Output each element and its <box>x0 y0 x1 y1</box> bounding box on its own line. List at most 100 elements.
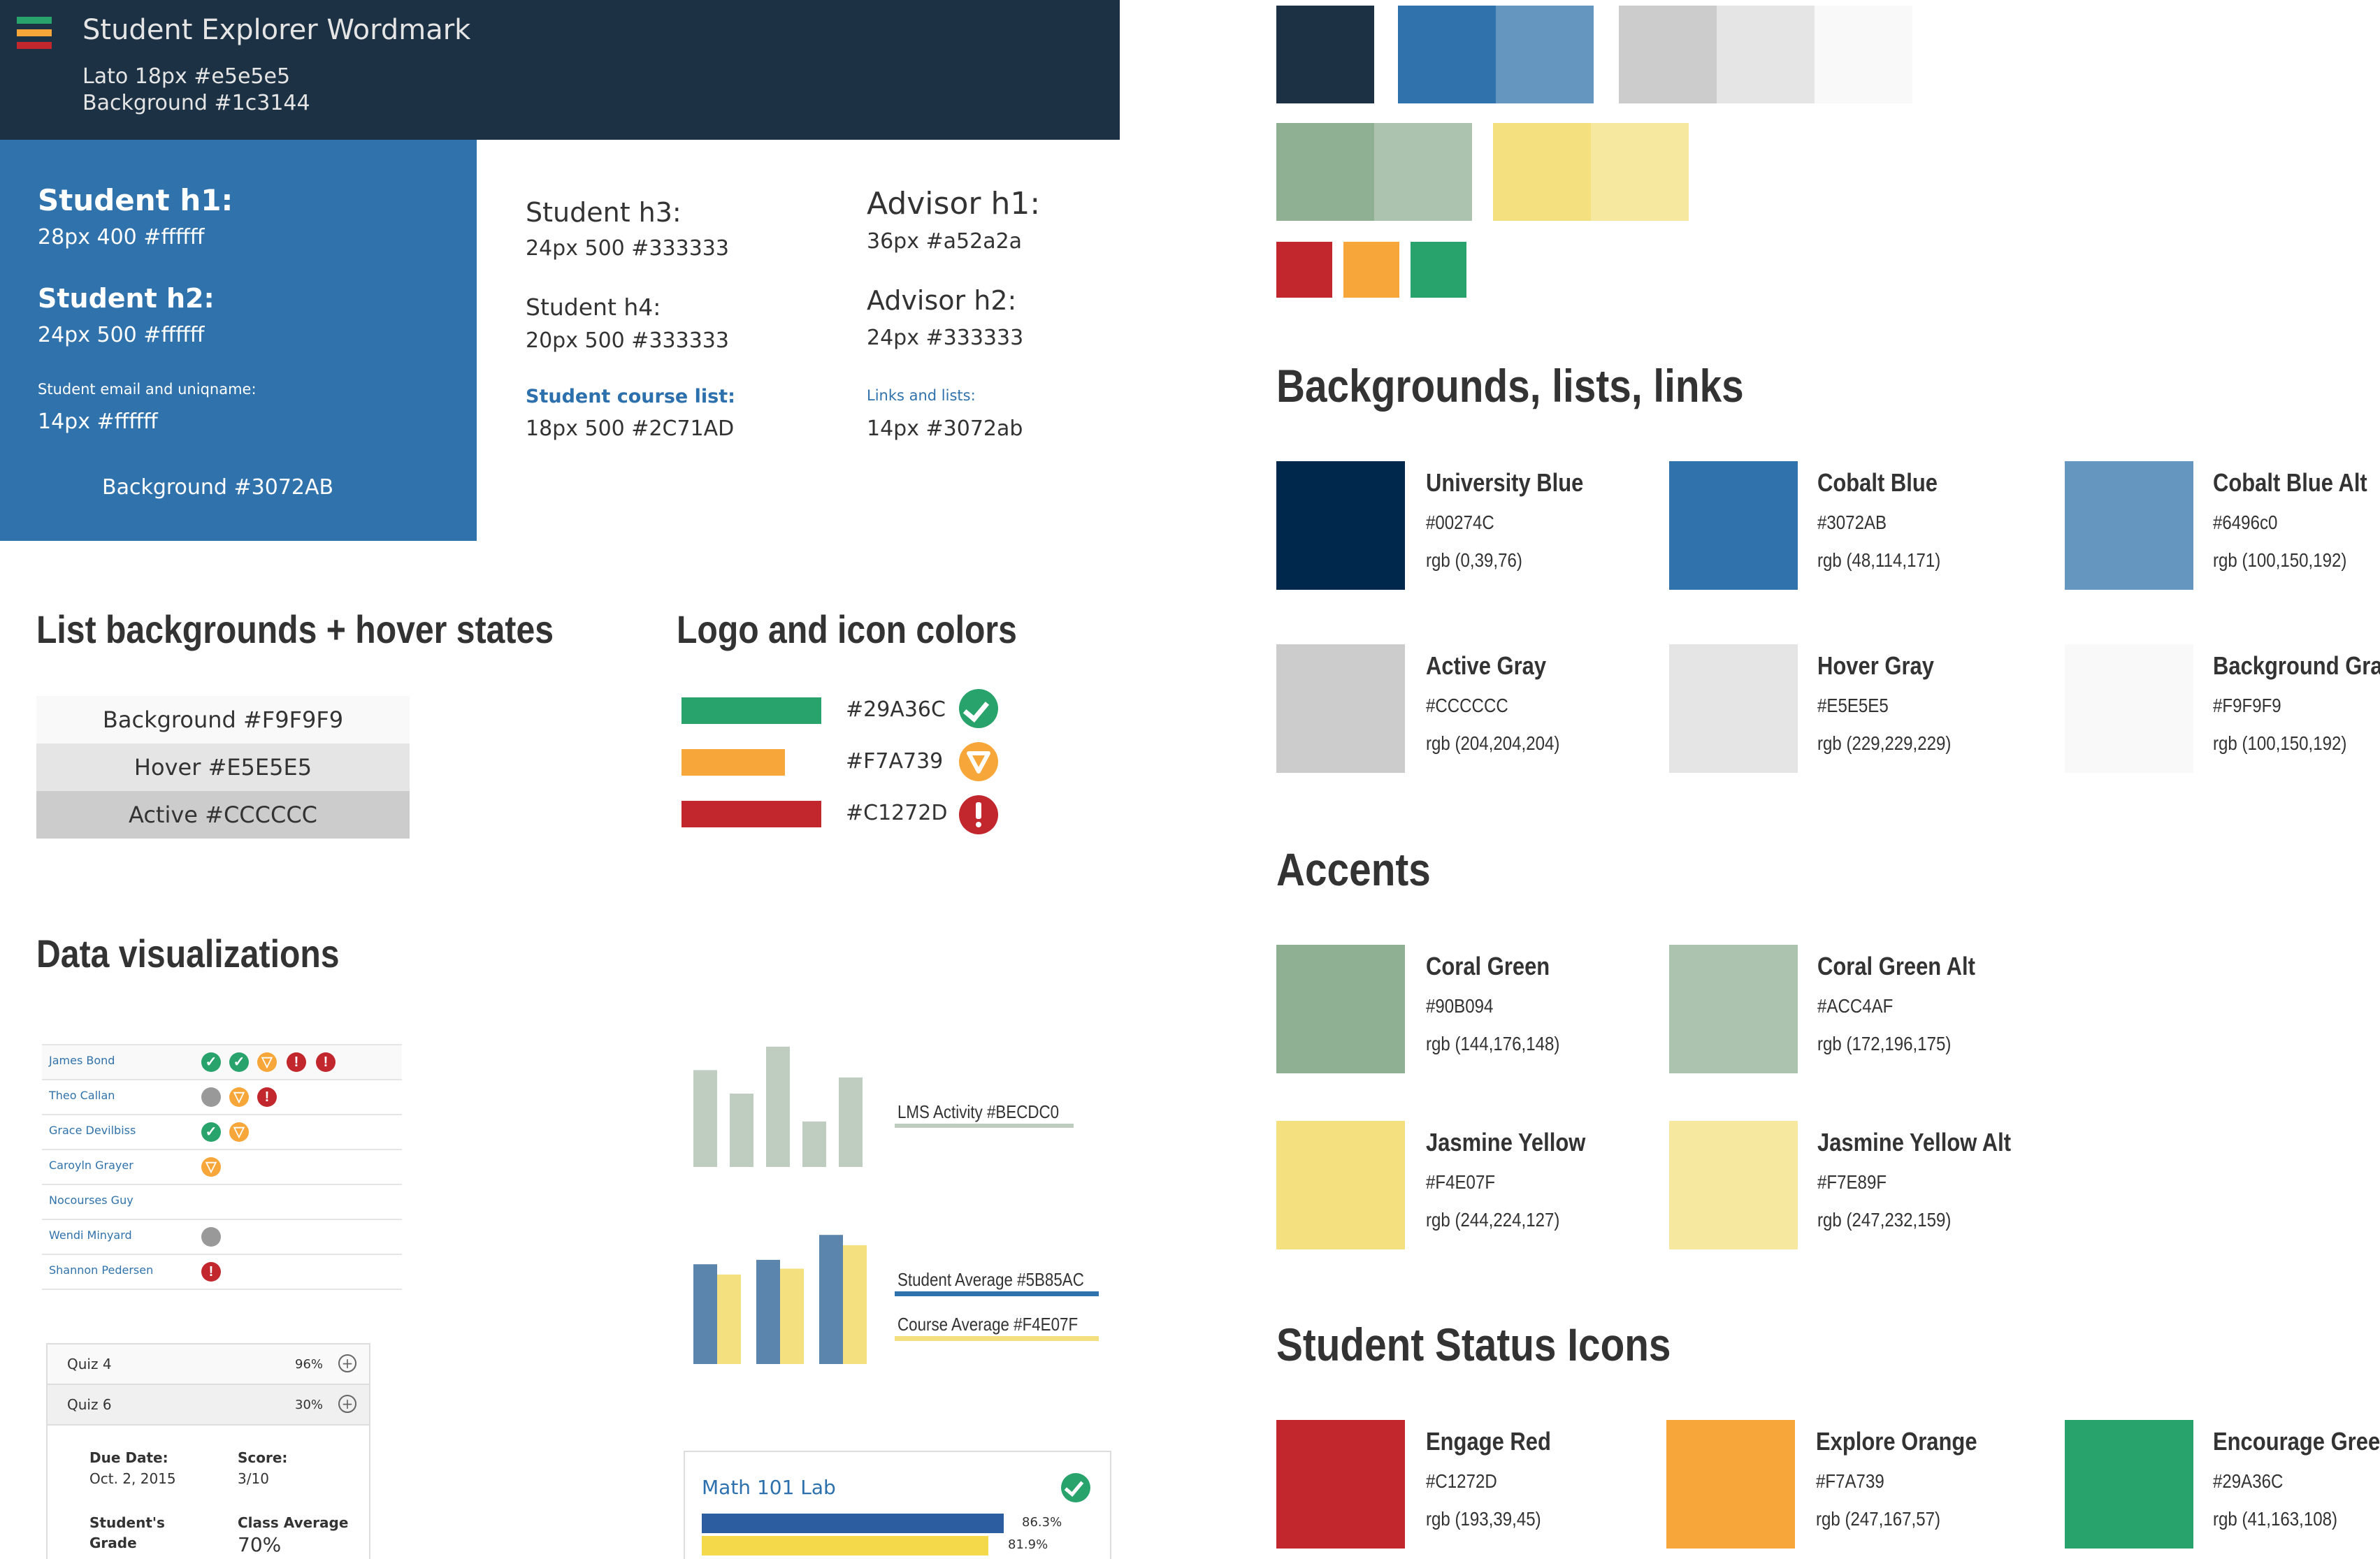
list-item[interactable]: Caroyln Grayer ▽ <box>42 1149 402 1184</box>
student-grade-label: Student's <box>89 1514 165 1531</box>
quiz-row[interactable]: Quiz 4 96% + <box>48 1344 369 1385</box>
swatch-hex: #3072AB <box>1817 512 1887 533</box>
swatch-name: Coral Green Alt <box>1817 952 1975 980</box>
student-course-spec: 18px 500 #2C71AD <box>526 416 735 441</box>
student-h2-spec: 24px 500 #ffffff <box>38 323 205 347</box>
student-average-legend-label: Student Average #5B85AC <box>897 1269 1084 1290</box>
check-icon: ✓ <box>201 1052 221 1072</box>
quiz-row[interactable]: Quiz 6 30% + <box>48 1385 369 1426</box>
palette-swatch <box>1591 123 1689 221</box>
course-title[interactable]: Math 101 Lab <box>702 1476 836 1499</box>
alert-icon: ! <box>201 1262 221 1282</box>
color-swatch <box>1669 461 1798 590</box>
color-swatch <box>2065 461 2193 590</box>
course-average-legend-line <box>895 1336 1099 1341</box>
list-state-hover[interactable]: Hover #E5E5E5 <box>36 744 410 791</box>
warning-triangle-icon: ▽ <box>201 1157 221 1177</box>
swatch-hex: #F9F9F9 <box>2213 695 2281 716</box>
list-item[interactable]: Nocourses Guy <box>42 1184 402 1219</box>
list-item[interactable]: Shannon Pedersen ! <box>42 1254 402 1290</box>
swatch-hex: #00274C <box>1426 512 1494 533</box>
swatch-hex: #29A36C <box>2213 1470 2284 1492</box>
student-name[interactable]: Shannon Pedersen <box>49 1263 154 1277</box>
course-card[interactable]: Math 101 Lab 86.3% 81.9% <box>684 1451 1111 1559</box>
swatch-hex: #F7E89F <box>1817 1171 1887 1193</box>
logo-color-bar-orange <box>681 749 785 776</box>
palette-swatch <box>1496 6 1594 103</box>
student-name[interactable]: James Bond <box>49 1054 115 1067</box>
expand-plus-icon[interactable]: + <box>338 1395 356 1413</box>
swatch-name: Jasmine Yellow <box>1426 1128 1586 1156</box>
student-h3-label: Student h3: <box>526 197 681 228</box>
swatch-name: University Blue <box>1426 468 1584 497</box>
student-average-legend-line <box>895 1291 1099 1296</box>
list-state-active[interactable]: Active #CCCCCC <box>36 791 410 839</box>
palette-swatch <box>1276 6 1374 103</box>
color-swatch <box>2065 644 2193 773</box>
score-value: 3/10 <box>238 1470 269 1487</box>
student-h4-label: Student h4: <box>526 293 661 321</box>
swatch-rgb: rgb (0,39,76) <box>1426 549 1522 571</box>
check-circle-icon <box>959 689 998 728</box>
swatch-name: Encourage Green <box>2213 1427 2380 1456</box>
student-progress-bar <box>702 1514 1004 1533</box>
student-average-bar <box>819 1235 843 1364</box>
list-item[interactable]: Wendi Minyard <box>42 1219 402 1254</box>
due-date-value: Oct. 2, 2015 <box>89 1470 176 1487</box>
palette-swatch <box>1276 242 1332 298</box>
quiz-percent: 30% <box>295 1398 324 1412</box>
list-states-heading: List backgrounds + hover states <box>36 607 554 651</box>
color-swatch <box>1669 644 1798 773</box>
list-state-background[interactable]: Background #F9F9F9 <box>36 696 410 744</box>
list-item[interactable]: Theo Callan ▽ ! <box>42 1079 402 1114</box>
color-swatch <box>1669 1121 1798 1249</box>
score-label: Score: <box>238 1449 288 1466</box>
student-type-panel: Student h1: 28px 400 #ffffff Student h2:… <box>0 140 477 541</box>
quiz-name: Quiz 4 <box>67 1356 112 1372</box>
palette-swatch <box>1815 6 1912 103</box>
quiz-percent: 96% <box>295 1357 324 1372</box>
student-name[interactable]: Theo Callan <box>49 1089 115 1102</box>
course-average-bar <box>780 1268 804 1364</box>
student-name[interactable]: Caroyln Grayer <box>49 1159 134 1172</box>
student-name[interactable]: Nocourses Guy <box>49 1194 134 1207</box>
swatch-name: Explore Orange <box>1816 1427 1977 1456</box>
color-swatch <box>1276 1420 1405 1549</box>
average-comparison-chart <box>693 1235 867 1364</box>
list-item[interactable]: Grace Devilbiss ✓ ▽ <box>42 1114 402 1149</box>
advisor-links-spec: 14px #3072ab <box>867 416 1023 441</box>
swatch-rgb: rgb (100,150,192) <box>2213 732 2347 754</box>
advisor-h1-spec: 36px #a52a2a <box>867 229 1023 254</box>
student-name[interactable]: Wendi Minyard <box>49 1228 132 1242</box>
quiz-card: Quiz 4 96% + Quiz 6 30% + Due Date: Oct.… <box>46 1343 370 1559</box>
student-progress-percent: 86.3% <box>1022 1515 1062 1530</box>
expand-plus-icon[interactable]: + <box>338 1354 356 1372</box>
class-average-label: Class Average <box>238 1514 349 1531</box>
warning-triangle-icon: ▽ <box>229 1087 249 1107</box>
palette-swatch <box>1343 242 1399 298</box>
student-h1-label: Student h1: <box>38 183 233 217</box>
swatch-rgb: rgb (172,196,175) <box>1817 1033 1952 1054</box>
menu-icon <box>17 17 52 49</box>
swatch-rgb: rgb (244,224,127) <box>1426 1209 1560 1231</box>
student-course-label[interactable]: Student course list: <box>526 386 735 407</box>
student-bg-spec: Background #3072AB <box>102 475 334 500</box>
logo-colors-heading: Logo and icon colors <box>677 607 1017 651</box>
course-average-bar <box>843 1245 867 1364</box>
wordmark-banner: Student Explorer Wordmark Lato 18px #e5e… <box>0 0 1120 140</box>
swatch-rgb: rgb (100,150,192) <box>2213 549 2347 571</box>
student-email-label: Student email and uniqname: <box>38 381 257 398</box>
alert-icon: ! <box>287 1052 306 1072</box>
student-name[interactable]: Grace Devilbiss <box>49 1124 136 1137</box>
advisor-links-label[interactable]: Links and lists: <box>867 387 976 404</box>
swatch-rgb: rgb (193,39,45) <box>1426 1508 1541 1530</box>
palette-swatch <box>1411 242 1466 298</box>
list-item[interactable]: James Bond ✓ ✓ ▽ ! ! <box>42 1044 402 1079</box>
logo-color-bar-red <box>681 801 821 827</box>
advisor-h2-label: Advisor h2: <box>867 285 1017 316</box>
swatch-hex: #6496c0 <box>2213 512 2278 533</box>
color-swatch <box>1276 945 1405 1073</box>
due-date-label: Due Date: <box>89 1449 168 1466</box>
swatch-name: Cobalt Blue Alt <box>2213 468 2367 497</box>
student-h2-label: Student h2: <box>38 283 215 314</box>
